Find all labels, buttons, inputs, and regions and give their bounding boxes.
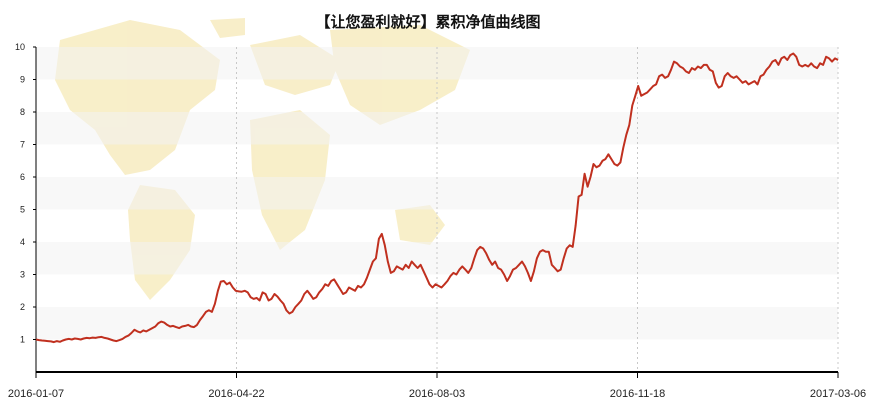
y-tick-label: 1 <box>20 335 25 345</box>
x-tick-label: 2016-08-03 <box>409 388 465 400</box>
y-tick-label: 3 <box>20 270 25 280</box>
series-line <box>35 52 839 344</box>
x-tick-label: 2017-03-06 <box>810 388 866 400</box>
y-tick-label: 7 <box>20 140 25 150</box>
series-layer <box>35 52 839 344</box>
y-tick-label: 5 <box>20 205 25 215</box>
chart-title: 【让您盈利就好】累积净值曲线图 <box>315 13 540 31</box>
x-tick-label: 2016-04-22 <box>208 388 264 400</box>
y-tick-label: 6 <box>20 172 25 182</box>
vertical-gridlines <box>236 47 839 372</box>
y-tick-label: 9 <box>20 75 25 85</box>
y-tick-label: 8 <box>20 107 25 117</box>
y-tick-label: 2 <box>20 302 25 312</box>
y-axis-ticks: 1 2 3 4 5 6 7 8 9 10 <box>15 42 36 345</box>
x-tick-label: 2016-01-07 <box>8 388 64 400</box>
y-tick-label: 10 <box>15 42 25 52</box>
y-tick-label: 4 <box>20 237 25 247</box>
x-axis-ticks: 2016-01-07 2016-04-22 2016-08-03 2016-11-18… <box>8 372 866 400</box>
x-tick-label: 2016-11-18 <box>610 388 665 400</box>
